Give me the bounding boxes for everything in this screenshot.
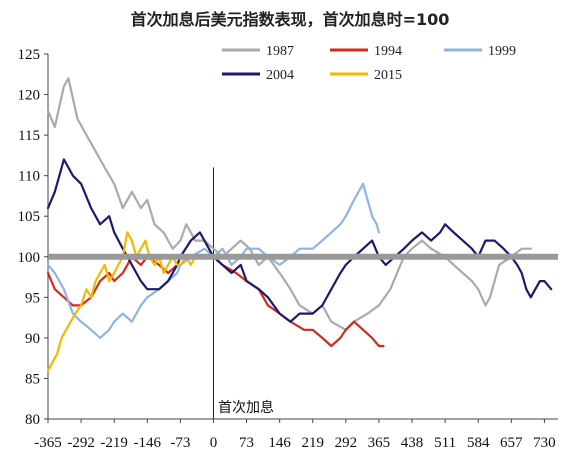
plot-area: 80 85 90 95 100 105 110 115 120 125 -365 -292 -219 -1… <box>18 47 558 451</box>
x-tick-label: 146 <box>268 435 291 451</box>
y-tick-label: 85 <box>25 371 40 387</box>
x-tick-label: -219 <box>100 435 128 451</box>
x-tick-label: 657 <box>500 435 523 451</box>
y-tick-label: 125 <box>18 47 41 63</box>
x-tick-label: 0 <box>210 435 218 451</box>
first-hike-annotation: 首次加息 <box>218 399 274 416</box>
legend-label-1999: 1999 <box>488 44 516 59</box>
legend-label-1987: 1987 <box>266 44 294 59</box>
x-tick-label: 365 <box>368 435 391 451</box>
series-line-1994 <box>46 255 385 348</box>
x-tick-label: -73 <box>170 435 190 451</box>
chart-title: 首次加息后美元指数表现，首次加息时=100 <box>131 10 450 29</box>
series-line-2004 <box>46 158 553 323</box>
y-tick-label: 95 <box>25 290 40 306</box>
series-line-2015 <box>46 231 197 372</box>
series-line-1999 <box>46 182 380 339</box>
x-tick-label: -292 <box>67 435 95 451</box>
legend: 1987 1994 1999 2004 2015 <box>222 44 516 83</box>
y-tick-label: 115 <box>18 128 40 144</box>
y-tick-label: 80 <box>25 412 40 428</box>
y-tick-label: 105 <box>18 209 41 225</box>
x-tick-label: 219 <box>301 435 324 451</box>
x-tick-label: 511 <box>434 435 456 451</box>
series-line-1987 <box>46 77 532 331</box>
y-tick-label: 110 <box>18 169 40 185</box>
x-tick-label: 584 <box>467 435 490 451</box>
y-tick-label: 100 <box>18 250 41 266</box>
legend-label-1994: 1994 <box>374 44 402 59</box>
x-tick-label: 292 <box>335 435 358 451</box>
x-tick-label: -146 <box>134 435 162 451</box>
x-tick-label: 730 <box>533 435 556 451</box>
legend-label-2004: 2004 <box>266 68 294 83</box>
y-tick-label: 90 <box>25 331 40 347</box>
legend-label-2015: 2015 <box>374 68 402 83</box>
x-tick-label: 438 <box>401 435 424 451</box>
x-tick-label: -365 <box>34 435 62 451</box>
y-tick-label: 120 <box>18 88 41 104</box>
x-tick-label: 73 <box>239 435 254 451</box>
